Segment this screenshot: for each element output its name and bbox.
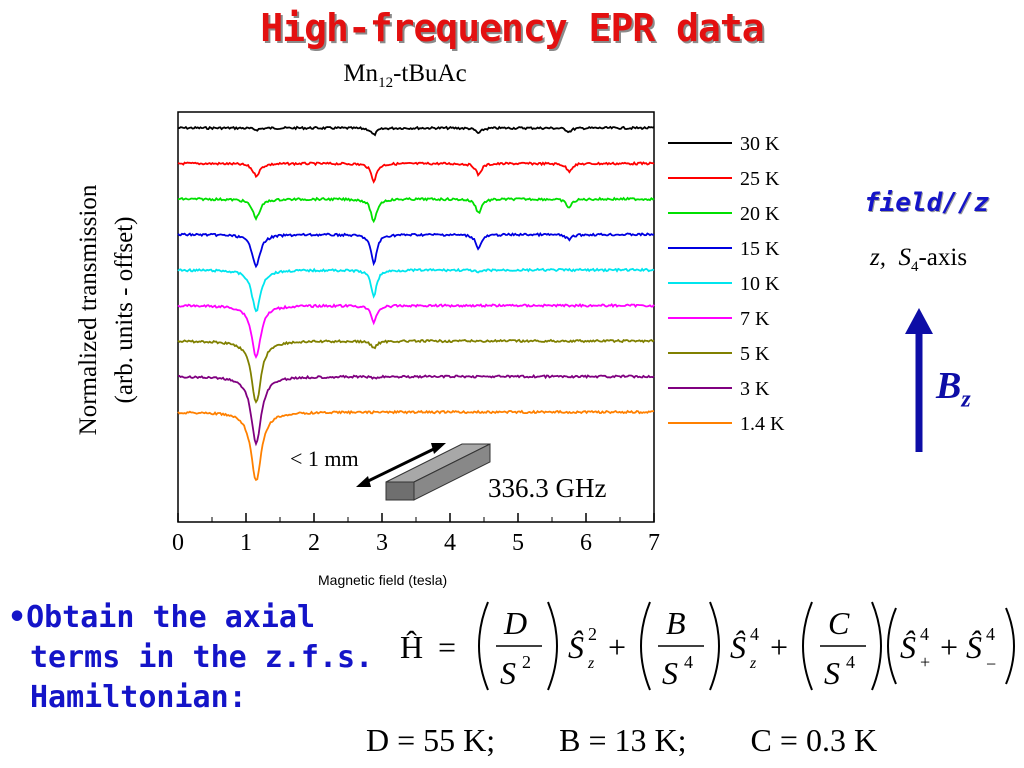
spin-op-minus-sub: − <box>986 654 996 674</box>
legend-label: 10 K <box>740 273 780 295</box>
legend-label: 25 K <box>740 168 780 190</box>
x-tick-label: 3 <box>376 530 388 556</box>
legend-label: 1.4 K <box>740 413 785 435</box>
bullet-line-3: Hamiltonian: <box>30 680 247 715</box>
trace-1-4-K <box>177 409 655 482</box>
size-arrow-head-left <box>356 476 371 487</box>
bz-symbol: B <box>936 365 962 407</box>
trace-10-K <box>177 267 655 313</box>
size-arrow-head-right <box>431 443 446 454</box>
bullet-line-2: terms in the z.f.s. <box>30 640 374 675</box>
chart-title-suffix: -tBuAc <box>393 60 467 87</box>
chart-title-sub: 12 <box>378 75 394 91</box>
legend-label: 20 K <box>740 203 780 225</box>
x-tick-group: 0 1 2 3 4 5 6 7 <box>172 513 660 556</box>
x-tick-label: 1 <box>240 530 252 556</box>
legend: 30 K 25 K 20 K 15 K 10 K 7 K 5 K 3 K 1.4 K <box>668 133 785 435</box>
parameter-values: D = 55 K; B = 13 K; C = 0.3 K <box>366 722 878 758</box>
x-tick-label: 4 <box>444 530 456 556</box>
crystal-sketch: < 1 mm <box>290 443 491 501</box>
plus-2: + <box>770 629 788 665</box>
s4-axis-label: z, S4-axis <box>870 244 967 276</box>
bullet-text: •Obtain the axial terms in the z.f.s. Ha… <box>8 598 398 718</box>
x-tick-label: 6 <box>580 530 592 556</box>
spin-op-plus-exp: 4 <box>920 624 929 644</box>
bz-subscript: z <box>961 386 971 413</box>
spin-op-minus-exp: 4 <box>986 624 995 644</box>
trace-30-K <box>177 125 655 137</box>
y-axis-label-line2: (arb. units - offset) <box>111 217 138 404</box>
legend-label: 3 K <box>740 378 770 400</box>
frequency-label: 336.3 GHz <box>488 473 606 503</box>
trace-group <box>177 125 655 482</box>
hamiltonian-equation: Ĥ = D S 2 Ŝ 2 z + B S 4 Ŝ 4 z + C S 4 Ŝ … <box>400 601 1015 691</box>
hamiltonian-symbol: Ĥ <box>400 629 423 665</box>
bullet-line-1-text: Obtain the axial <box>26 600 316 635</box>
s-symbol: S <box>898 244 911 271</box>
trace-25-K <box>177 160 655 184</box>
chart-title-main: Mn <box>343 60 379 87</box>
size-arrow-line <box>361 444 441 486</box>
fraction-den-exp-1: 2 <box>522 652 531 672</box>
crystal-side-face <box>413 443 491 501</box>
spin-op-minus: Ŝ <box>966 629 982 665</box>
sample-size-label: < 1 mm <box>290 446 359 471</box>
slide-title: High-frequency EPR data <box>260 6 764 50</box>
s-subscript: 4 <box>910 259 919 275</box>
fraction-den-1: S <box>500 655 516 691</box>
legend-label: 30 K <box>740 133 780 155</box>
trace-5-K <box>177 338 655 404</box>
x-axis-label: Magnetic field (tesla) <box>318 572 448 588</box>
x-tick-label: 7 <box>648 530 660 556</box>
equals-sign: = <box>438 629 456 665</box>
fraction-den-exp-2: 4 <box>684 652 693 672</box>
fraction-den-2: S <box>662 655 678 691</box>
fraction-num-d: D <box>503 605 527 641</box>
spin-op-plus: Ŝ <box>900 629 916 665</box>
spin-op-2-sub: z <box>749 655 757 672</box>
field-direction-label: field//z <box>864 188 990 218</box>
legend-label: 7 K <box>740 308 770 330</box>
spin-op-1-exp: 2 <box>588 624 597 644</box>
x-tick-label: 5 <box>512 530 524 556</box>
paren-left-4 <box>887 607 897 685</box>
plot-frame <box>177 111 655 523</box>
paren-right-4 <box>1005 607 1015 685</box>
x-tick-label: 2 <box>308 530 320 556</box>
y-axis-label: Normalized transmission (arb. units - of… <box>75 184 138 435</box>
spin-op-2-exp: 4 <box>750 624 759 644</box>
paren-right-1 <box>547 601 558 691</box>
fraction-num-c: C <box>828 605 850 641</box>
legend-label: 15 K <box>740 238 780 260</box>
y-axis-label-line1: Normalized transmission <box>75 184 102 435</box>
chart-title: Mn12-tBuAc <box>310 60 500 92</box>
spin-op-1: Ŝ <box>568 629 584 665</box>
paren-right-2 <box>709 601 720 691</box>
plus-1: + <box>608 629 626 665</box>
field-arrow-head <box>905 308 933 334</box>
axis-suffix: -axis <box>918 244 968 271</box>
x-tick-label: 0 <box>172 530 184 556</box>
bz-label: Bz <box>936 364 971 414</box>
trace-15-K <box>177 232 655 269</box>
trace-7-K <box>177 302 655 359</box>
spin-op-plus-sub: + <box>920 652 930 672</box>
paren-left-2 <box>640 601 651 691</box>
fraction-den-exp-3: 4 <box>846 652 855 672</box>
legend-label: 5 K <box>740 343 770 365</box>
trace-3-K <box>177 373 655 447</box>
crystal-front-face <box>385 481 415 501</box>
plus-3: + <box>940 629 958 665</box>
bullet-line-1: •Obtain the axial <box>8 600 316 635</box>
spin-op-2: Ŝ <box>730 629 746 665</box>
paren-left-3 <box>802 601 813 691</box>
paren-left-1 <box>478 601 489 691</box>
paren-right-3 <box>871 601 882 691</box>
z-symbol: z, <box>870 244 886 271</box>
fraction-den-3: S <box>824 655 840 691</box>
spin-op-1-sub: z <box>587 655 595 672</box>
fraction-num-b: B <box>666 605 686 641</box>
trace-20-K <box>177 196 655 224</box>
